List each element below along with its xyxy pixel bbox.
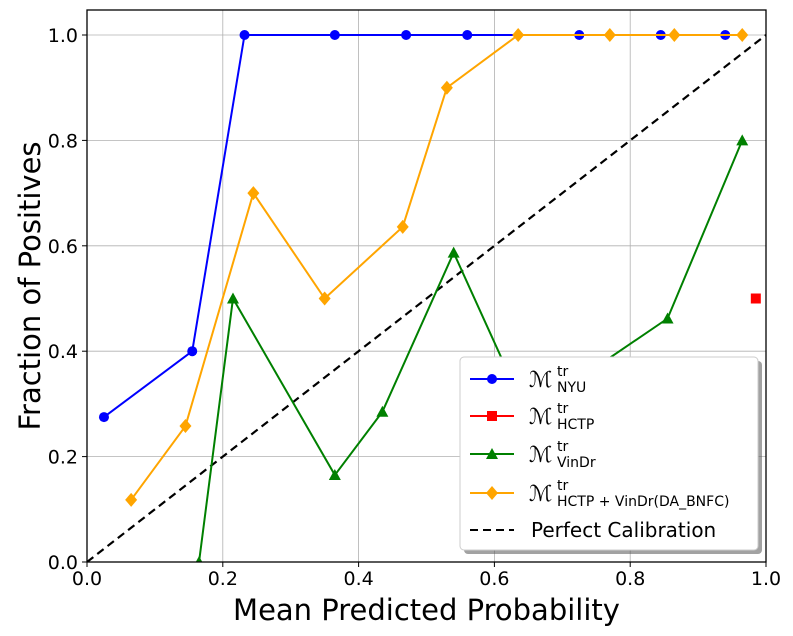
y-axis-title: Fraction of Positives <box>13 141 47 430</box>
legend-label-sub: NYU <box>557 380 586 396</box>
series-line <box>130 34 743 501</box>
data-point <box>179 419 192 434</box>
legend-label-sub: HCTP + VinDr(DA_BNFC) <box>557 494 729 510</box>
legend-label-sup: tr <box>557 401 568 417</box>
data-point <box>401 30 412 40</box>
y-tick-label: 0.4 <box>48 341 78 363</box>
data-point <box>318 291 331 306</box>
x-tick-label: 0.8 <box>615 568 645 590</box>
x-tick-label: 1.0 <box>751 568 781 590</box>
x-axis-title: Mean Predicted Probability <box>233 593 620 627</box>
data-point <box>239 30 250 40</box>
x-tick-label: 0.4 <box>343 568 373 590</box>
data-point <box>329 30 340 40</box>
data-point <box>603 28 616 42</box>
series-lines <box>98 28 761 562</box>
data-point <box>447 246 460 258</box>
data-point <box>187 346 198 357</box>
data-point <box>661 312 674 324</box>
data-point <box>328 469 341 481</box>
legend-marker <box>487 411 497 421</box>
data-point <box>396 219 409 234</box>
data-point <box>195 556 203 562</box>
data-point <box>736 134 749 146</box>
x-tick-label: 0.6 <box>479 568 509 590</box>
legend-label-sup: tr <box>557 439 568 455</box>
legend-entry: Perfect Calibration <box>470 518 716 542</box>
data-point <box>125 492 138 507</box>
x-tick-label: 0.0 <box>72 568 102 590</box>
data-point <box>512 28 525 42</box>
data-point <box>668 28 681 42</box>
legend-marker <box>486 486 498 500</box>
series-3 <box>125 28 749 507</box>
plot-frame <box>86 9 767 563</box>
series-1 <box>750 293 761 304</box>
legend-label-sup: tr <box>557 478 568 494</box>
y-tick-label: 0.8 <box>48 130 78 152</box>
data-point <box>440 80 453 95</box>
legend-marker <box>486 448 498 459</box>
data-point <box>750 293 761 304</box>
x-tick-label: 0.2 <box>208 568 238 590</box>
perfect-calibration-line <box>87 34 766 562</box>
data-point <box>462 30 473 40</box>
y-tick-label: 0.6 <box>48 236 78 258</box>
axis-ticks: 0.0 0.2 0.4 0.6 0.8 1.0 0.0 0.2 0.4 0.6 0.8 1.0 <box>48 25 781 590</box>
legend-label: Perfect Calibration <box>531 518 716 542</box>
legend-marker <box>487 374 497 384</box>
legend-box <box>459 356 759 551</box>
legend-label-base: ℳ <box>529 405 553 430</box>
data-point <box>376 405 389 417</box>
legend-label-sub: HCTP <box>557 417 594 433</box>
y-tick-label: 0.2 <box>48 447 78 469</box>
legend-label-base: ℳ <box>529 443 553 468</box>
y-tick-label: 1.0 <box>48 25 78 47</box>
data-point <box>226 292 239 304</box>
data-point <box>247 186 260 201</box>
legend-label-sub: VinDr <box>557 455 596 471</box>
y-tick-label: 0.0 <box>48 552 78 574</box>
legend-label-base: ℳ <box>529 368 553 393</box>
perfect-calibration-series <box>87 34 766 562</box>
data-point <box>736 28 749 42</box>
legend-label-sup: tr <box>557 364 568 380</box>
data-point <box>98 412 109 423</box>
legend-label-base: ℳ <box>529 482 553 507</box>
